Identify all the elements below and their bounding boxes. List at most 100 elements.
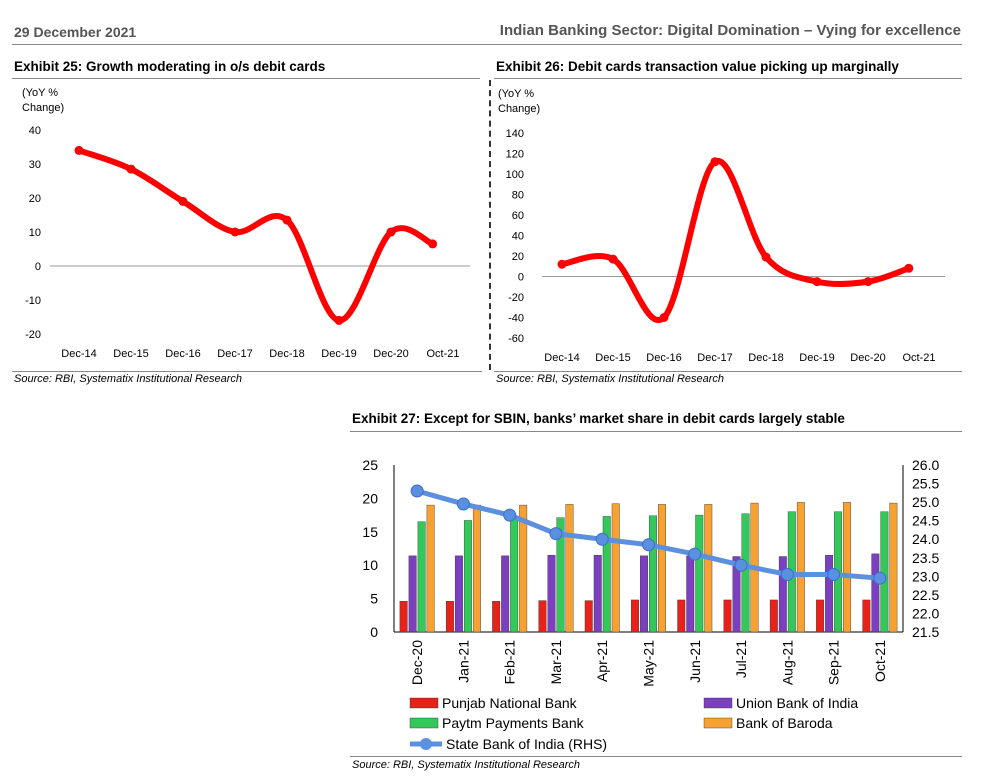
x-tick-label: Dec-15 <box>595 352 630 364</box>
sbi-line <box>416 488 881 581</box>
bar <box>408 555 417 633</box>
y-tick-label: 0 <box>35 261 41 273</box>
x-tick-label: Dec-18 <box>269 348 304 360</box>
x-tick-label: Dec-20 <box>850 352 885 364</box>
data-point <box>74 145 84 155</box>
y-tick-label: 100 <box>506 169 524 181</box>
sbi-point <box>873 571 887 585</box>
y-tick-label: -10 <box>25 295 41 307</box>
data-point <box>863 277 873 287</box>
y-tick-label: 40 <box>512 231 524 243</box>
x-tick-label: Dec-20 <box>373 348 408 360</box>
exhibit-26-chart: (YoY % Change) -60 -40 -20 0 20 40 60 80 100 120 140… <box>498 88 945 364</box>
x-tick-label: Mar-21 <box>548 640 564 685</box>
bar <box>472 504 481 633</box>
series-line <box>559 158 912 323</box>
bar <box>399 601 408 633</box>
y-tick-label: 20 <box>512 251 524 263</box>
x-tick-label: May-21 <box>641 640 657 687</box>
exhibit-26-title: Exhibit 26: Debit cards transaction valu… <box>496 59 899 74</box>
y-tick-label: 10 <box>362 557 378 573</box>
bar <box>584 600 593 633</box>
sbi-point <box>734 558 748 572</box>
exhibit-25-chart: (YoY % Change) -20 -10 0 10 20 30 40 Dec-14 Dec-15… <box>22 87 470 360</box>
bar <box>686 555 695 633</box>
data-point <box>230 227 240 237</box>
data-point <box>608 254 618 264</box>
sbi-point <box>827 567 841 581</box>
y2-tick-label: 23.5 <box>912 550 939 566</box>
header-divider <box>12 44 962 45</box>
x-tick-label: Dec-17 <box>217 348 252 360</box>
x-tick-label: Oct-21 <box>426 348 459 360</box>
y-tick-label: 15 <box>362 524 378 540</box>
x-tick-label: Dec-18 <box>748 352 783 364</box>
sbi-point <box>503 508 517 522</box>
y-tick-label: 140 <box>506 128 524 140</box>
bar <box>816 599 825 633</box>
y2-tick-label: 25.0 <box>912 494 939 510</box>
bar <box>732 556 741 633</box>
bar <box>445 601 454 633</box>
bar <box>602 516 611 633</box>
y2-tick-label: 24.5 <box>912 513 939 529</box>
exhibit-27-title-rule <box>350 431 962 432</box>
bar <box>510 518 519 633</box>
x-tick-label: Dec-14 <box>544 352 579 364</box>
legend-label: Paytm Payments Bank <box>442 715 585 731</box>
y-tick-label: 25 <box>362 457 378 473</box>
bar <box>631 599 639 633</box>
exhibit-27-chart: 0 5 10 15 20 25 21.5 22.0 22.5 23.0 23.5 24.0 24.5 25… <box>362 457 939 752</box>
bar <box>547 554 556 633</box>
x-tick-label: Dec-19 <box>321 348 356 360</box>
bar <box>880 511 889 633</box>
exhibit-25-title: Exhibit 25: Growth moderating in o/s deb… <box>14 59 326 74</box>
bar <box>843 502 852 633</box>
bar <box>501 555 510 633</box>
exhibit-26-source: Source: RBI, Systematix Institutional Re… <box>496 373 725 385</box>
y-axis-label: Change) <box>498 103 540 115</box>
bar <box>640 555 648 633</box>
data-point <box>904 263 914 273</box>
bar <box>426 504 435 633</box>
y2-tick-label: 24.0 <box>912 531 939 547</box>
y2-tick-label: 22.0 <box>912 605 939 621</box>
bar <box>862 599 871 633</box>
y-tick-label: 10 <box>29 227 41 239</box>
data-point <box>710 157 720 167</box>
data-point <box>812 277 822 287</box>
data-point <box>334 315 344 325</box>
y-tick-label: 80 <box>512 190 524 202</box>
legend-swatch <box>409 717 439 729</box>
y-tick-label: 20 <box>362 490 378 506</box>
x-tick-label: Dec-19 <box>799 352 834 364</box>
bar <box>871 553 880 633</box>
x-tick-label: Dec-17 <box>697 352 732 364</box>
bar <box>658 504 666 633</box>
legend-label: State Bank of India (RHS) <box>446 736 607 752</box>
bar <box>677 599 686 633</box>
x-tick-label: Dec-14 <box>61 348 96 360</box>
y2-tick-label: 26.0 <box>912 457 939 473</box>
exhibit-27-title: Exhibit 27: Except for SBIN, banks’ mark… <box>352 411 845 426</box>
bar <box>769 599 778 633</box>
bar <box>556 517 565 633</box>
legend-label: Union Bank of India <box>736 695 858 711</box>
exhibit-27-source: Source: RBI, Systematix Institutional Re… <box>352 759 581 771</box>
report-date: 29 December 2021 <box>14 24 137 40</box>
y-tick-label: 0 <box>518 272 524 284</box>
y-axis-label: (YoY % <box>22 87 58 99</box>
data-point <box>178 196 188 206</box>
y-tick-label: -20 <box>508 292 524 304</box>
sbi-point <box>780 567 794 581</box>
x-tick-label: Jan-21 <box>455 640 471 683</box>
bar <box>796 502 805 633</box>
y2-tick-label: 25.5 <box>912 476 939 492</box>
exhibit-26-bottom-rule <box>494 371 962 372</box>
data-point <box>386 227 396 237</box>
y-tick-label: -40 <box>508 313 524 325</box>
legend-label: Bank of Baroda <box>736 715 833 731</box>
bar <box>704 504 713 633</box>
bar <box>611 503 620 633</box>
y-tick-label: 5 <box>370 591 378 607</box>
